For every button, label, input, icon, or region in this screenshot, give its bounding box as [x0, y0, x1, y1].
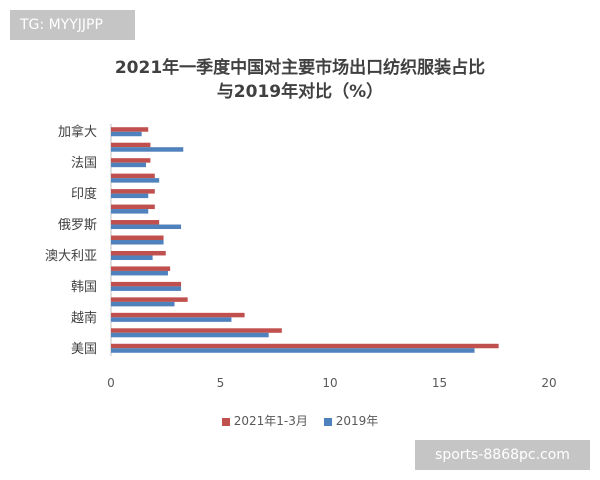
category-label-4: 韩国 — [71, 280, 97, 295]
x-tick-label-15: 15 — [432, 376, 447, 390]
category-label-14: 加拿大 — [58, 124, 97, 140]
bar-2019-13 — [111, 147, 184, 152]
bar-2019-10 — [111, 193, 149, 199]
bar-2019-11 — [111, 178, 160, 183]
bar-2021-9 — [111, 204, 155, 210]
watermark-bottom-right: sports-8868pc.com — [415, 440, 590, 470]
bar-2019-12 — [111, 162, 147, 168]
bar-2021-14 — [111, 127, 149, 132]
legend-item-2021: 2021年1-3月 — [221, 412, 308, 429]
bar-2021-0 — [111, 343, 499, 349]
legend: 2021年1-3月 2019年 — [0, 412, 600, 429]
bar-2019-3 — [111, 301, 175, 307]
watermark-top-left: TG: MYYJJPP — [10, 10, 135, 40]
bar-2019-7 — [111, 240, 164, 245]
category-label-8: 俄罗斯 — [58, 218, 97, 233]
bar-2021-3 — [111, 297, 188, 302]
bar-2021-13 — [111, 142, 151, 148]
legend-swatch-2021 — [221, 417, 230, 426]
chart-title: 2021年一季度中国对主要市场出口纺织服装占比 — [114, 58, 486, 78]
category-label-2: 越南 — [71, 310, 97, 326]
chart-title-block: 2021年一季度中国对主要市场出口纺织服装占比 与2019年对比（%） — [0, 56, 600, 104]
bar-2019-9 — [111, 209, 149, 214]
category-label-0: 美国 — [71, 342, 97, 357]
bar-2019-2 — [111, 317, 232, 322]
bar-2021-10 — [111, 189, 155, 194]
legend-swatch-2019 — [323, 417, 332, 426]
bar-2021-1 — [111, 328, 282, 333]
x-tick-label-0: 0 — [107, 376, 115, 390]
x-tick-label-10: 10 — [322, 376, 337, 390]
bar-2021-7 — [111, 235, 164, 240]
bar-2019-1 — [111, 332, 269, 338]
bar-2021-6 — [111, 250, 166, 256]
category-label-10: 印度 — [71, 186, 97, 202]
x-tick-label-20: 20 — [541, 376, 556, 390]
bar-2019-14 — [111, 131, 142, 137]
category-label-12: 法国 — [71, 156, 97, 171]
bar-2021-12 — [111, 158, 151, 163]
bar-2021-4 — [111, 281, 182, 287]
bar-2021-11 — [111, 173, 155, 179]
bar-2019-8 — [111, 224, 182, 230]
bar-2021-2 — [111, 312, 245, 318]
legend-item-2019: 2019年 — [323, 412, 379, 429]
bar-2019-5 — [111, 270, 168, 276]
category-label-6: 澳大利亚 — [45, 248, 97, 264]
x-tick-label-5: 5 — [217, 376, 225, 390]
bar-2019-4 — [111, 286, 182, 291]
bar-2019-6 — [111, 255, 153, 260]
chart-subtitle: 与2019年对比（%） — [216, 82, 384, 102]
bar-2021-5 — [111, 266, 171, 271]
legend-label-2019: 2019年 — [335, 414, 379, 428]
bar-2021-8 — [111, 220, 160, 225]
legend-label-2021: 2021年1-3月 — [233, 414, 308, 428]
bar-2019-0 — [111, 348, 475, 353]
